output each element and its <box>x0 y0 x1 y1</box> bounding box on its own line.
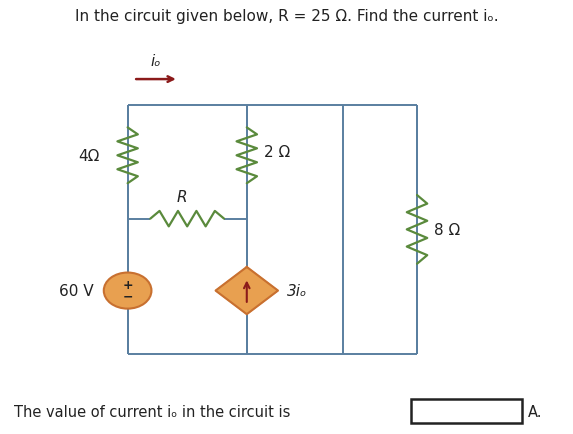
Text: −: − <box>123 290 133 303</box>
Polygon shape <box>215 267 278 315</box>
Text: In the circuit given below, R = 25 Ω. Find the current iₒ.: In the circuit given below, R = 25 Ω. Fi… <box>74 9 499 24</box>
Text: A.: A. <box>528 404 542 419</box>
FancyBboxPatch shape <box>411 399 522 423</box>
Text: 3iₒ: 3iₒ <box>286 283 307 299</box>
Text: 4Ω: 4Ω <box>78 148 99 164</box>
Text: The value of current iₒ in the circuit is: The value of current iₒ in the circuit i… <box>14 404 291 419</box>
Text: iₒ: iₒ <box>151 54 161 69</box>
Text: R: R <box>176 189 187 204</box>
Text: 60 V: 60 V <box>59 283 93 299</box>
Text: 8 Ω: 8 Ω <box>434 222 460 237</box>
Text: +: + <box>122 279 133 291</box>
Text: 2 Ω: 2 Ω <box>264 144 290 159</box>
Circle shape <box>104 273 151 309</box>
